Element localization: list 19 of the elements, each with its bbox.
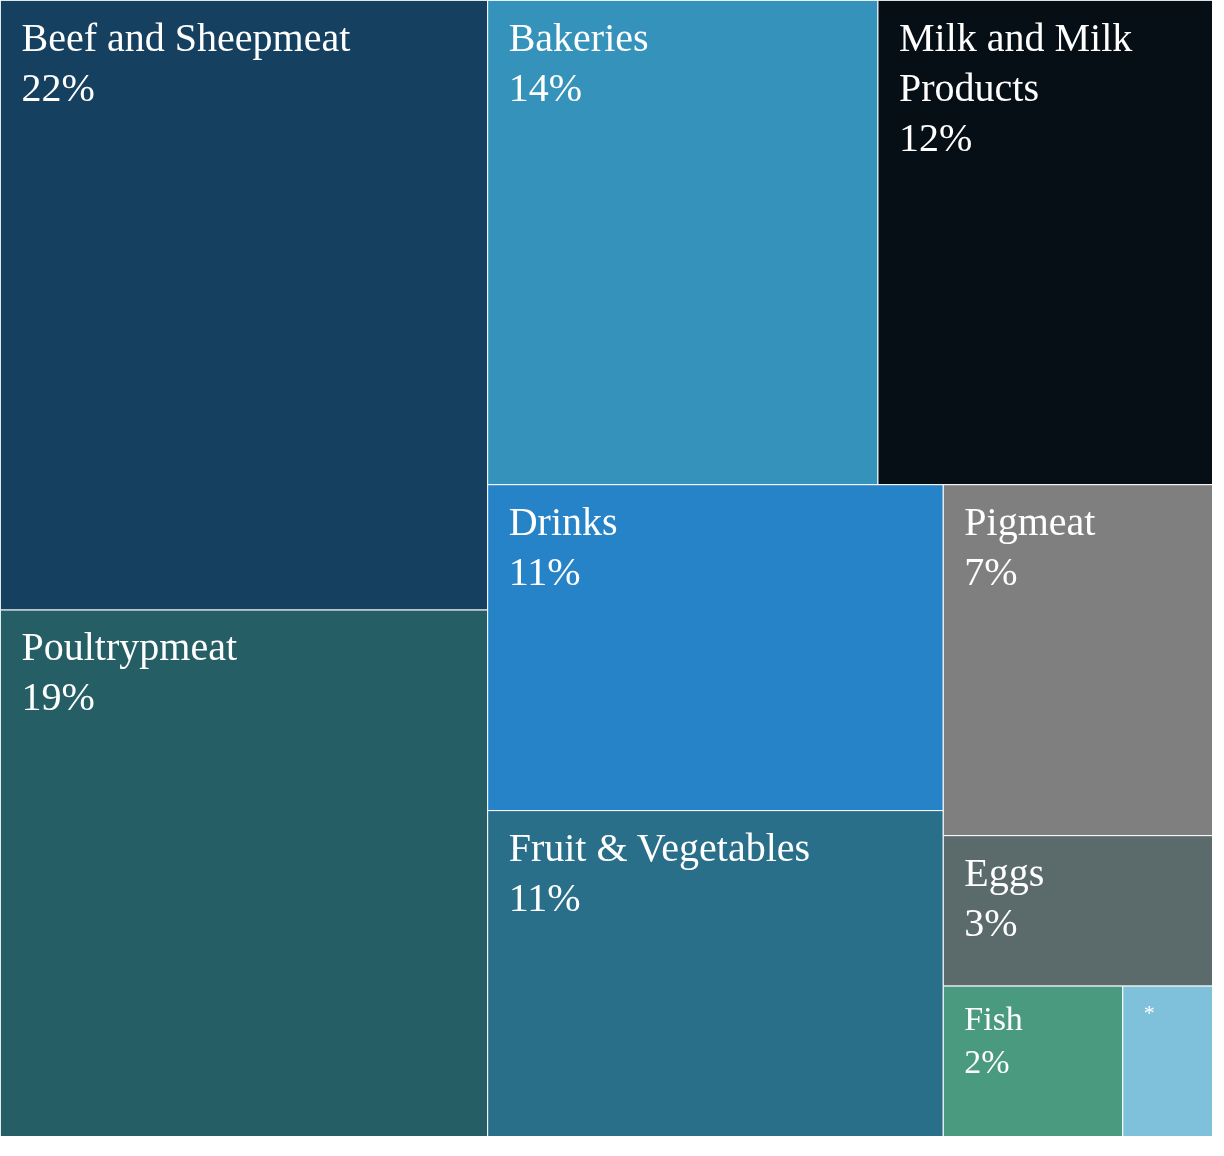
category-label: Fish xyxy=(964,1000,1023,1038)
category-label: Drinks xyxy=(508,498,618,544)
category-label: Eggs xyxy=(964,849,1045,895)
category-label: Fruit & Vegetables xyxy=(508,824,811,870)
data-label: 22% xyxy=(21,64,95,110)
data-label: 11% xyxy=(508,548,581,594)
category-label: Beef and Sheepmeat xyxy=(21,14,351,60)
category-label: * xyxy=(1143,1000,1155,1026)
category-label: Pigmeat xyxy=(964,498,1096,544)
category-label: Bakeries xyxy=(508,14,649,60)
data-label: 12% xyxy=(898,114,973,160)
category-label: Poultrypmeat xyxy=(21,624,238,670)
data-label: 11% xyxy=(508,874,581,920)
data-label: 3% xyxy=(964,899,1018,945)
category-label: Milk and Milk Products xyxy=(898,14,1133,110)
data-label: 2% xyxy=(964,1042,1010,1080)
data-label: 14% xyxy=(508,64,582,110)
data-label: 7% xyxy=(964,548,1018,594)
data-label: 19% xyxy=(21,674,95,720)
